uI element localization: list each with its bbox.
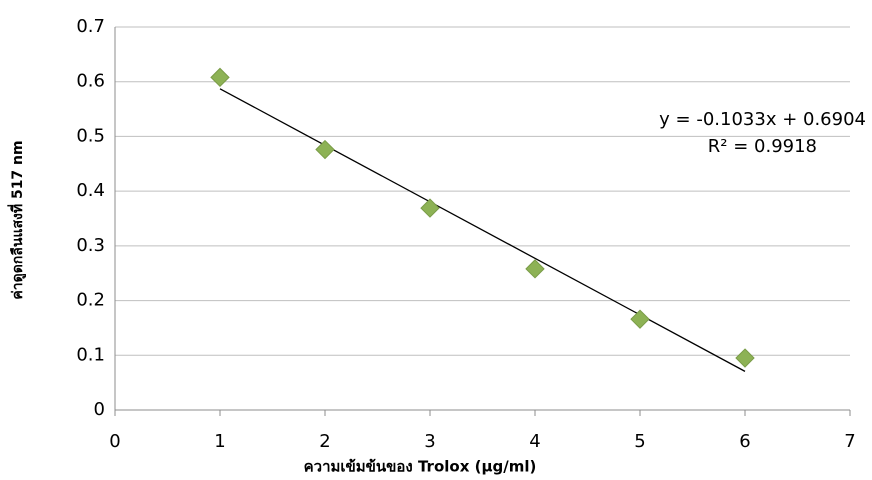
y-axis-label: ค่าดูดกลืนแสงที่ 517 nm xyxy=(7,140,26,299)
data-point xyxy=(526,260,544,278)
data-point xyxy=(736,349,754,367)
data-point xyxy=(421,199,439,217)
page: ความเข้มข้นของ Trolox (µg/ml) ค่าดูดกลืน… xyxy=(0,0,872,480)
y-tick-label: 0.3 xyxy=(76,235,105,256)
x-tick-label: 6 xyxy=(739,431,750,452)
data-point xyxy=(631,310,649,328)
x-tick-label: 3 xyxy=(424,431,435,452)
data-point xyxy=(211,68,229,86)
chart: ความเข้มข้นของ Trolox (µg/ml) ค่าดูดกลืน… xyxy=(0,0,872,480)
data-point xyxy=(316,141,334,159)
x-tick-label: 7 xyxy=(844,431,855,452)
y-tick-label: 0.2 xyxy=(76,290,105,311)
y-tick-label: 0 xyxy=(94,399,105,420)
trendline-r2: R² = 0.9918 xyxy=(708,136,817,157)
y-tick-label: 0.5 xyxy=(76,125,105,146)
x-tick-label: 1 xyxy=(214,431,225,452)
trendline-equation: y = -0.1033x + 0.6904 xyxy=(659,109,866,130)
y-tick-label: 0.7 xyxy=(76,16,105,37)
x-tick-label: 4 xyxy=(529,431,540,452)
x-tick-label: 5 xyxy=(634,431,645,452)
trendline xyxy=(220,89,745,372)
x-axis-label: ความเข้มข้นของ Trolox (µg/ml) xyxy=(304,458,537,476)
y-tick-label: 0.4 xyxy=(76,180,105,201)
x-tick-label: 2 xyxy=(319,431,330,452)
y-tick-label: 0.1 xyxy=(76,344,105,365)
y-tick-label: 0.6 xyxy=(76,71,105,92)
x-tick-label: 0 xyxy=(109,431,120,452)
